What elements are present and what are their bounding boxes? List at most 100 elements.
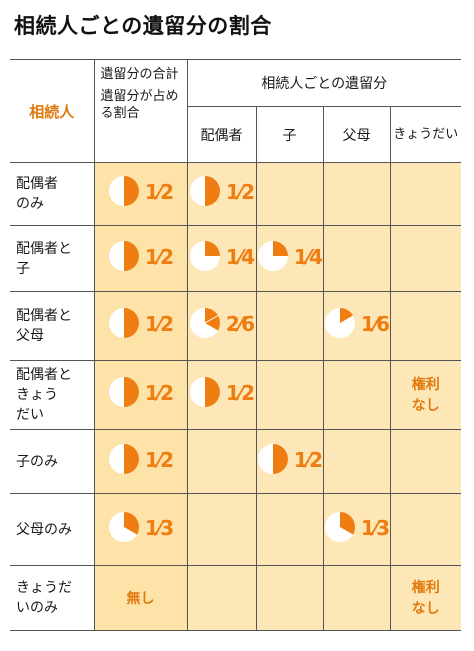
pie-chart-icon <box>324 511 355 542</box>
fraction-label: 1⁄3 <box>144 515 174 540</box>
fraction-label: 1⁄2 <box>144 244 174 269</box>
cell-child <box>256 291 324 361</box>
cell-parents <box>323 162 391 226</box>
fraction-label: 1⁄2 <box>225 180 255 204</box>
cell-child <box>256 565 324 631</box>
pie-chart-icon <box>257 443 288 474</box>
cell-child <box>256 162 324 226</box>
cell-siblings <box>390 429 461 494</box>
cell-child <box>256 493 324 566</box>
row-label: 配偶者と きょう だい <box>10 360 95 430</box>
cell-siblings <box>390 291 461 361</box>
header-siblings: きょうだい <box>390 106 461 163</box>
fraction-pie: 1⁄3 <box>324 511 390 545</box>
pie-chart-icon <box>108 240 139 271</box>
page-title: 相続人ごとの遺留分の割合 <box>14 14 272 38</box>
cell-total: 1⁄2 <box>94 162 188 226</box>
pie-chart-icon <box>189 377 220 407</box>
cell-siblings <box>390 493 461 566</box>
pie-chart-icon <box>108 511 139 542</box>
header-total: 遺留分の合計 遺留分が占める割合 <box>94 59 188 163</box>
fraction-label: 1⁄4 <box>225 244 255 269</box>
cell-parents <box>323 225 391 292</box>
table-row: 父母のみ 1⁄3 1⁄3 <box>10 493 461 566</box>
row-label: きょうだ いのみ <box>10 565 95 631</box>
cell-spouse <box>187 565 257 631</box>
header-total-line1: 遺留分の合計 <box>100 67 179 82</box>
table-body: 配偶者 のみ 1⁄2 1⁄2 配偶者と子 1⁄2 1⁄4 1⁄4 配偶者と 父母 1⁄2 2⁄6 1⁄6… <box>10 162 461 631</box>
cell-child <box>256 360 324 430</box>
cell-spouse: 2⁄6 <box>187 291 257 361</box>
cell-siblings <box>390 162 461 226</box>
fraction-label: 1⁄6 <box>360 312 390 336</box>
table-row: 配偶者 のみ 1⁄2 1⁄2 <box>10 162 461 226</box>
cell-total: 1⁄2 <box>94 360 188 430</box>
row-label: 父母のみ <box>10 493 95 566</box>
fraction-label: 1⁄2 <box>144 312 174 336</box>
table-row: 配偶者と きょう だい 1⁄2 1⁄2 権利 なし <box>10 360 461 430</box>
cell-total: 1⁄2 <box>94 429 188 494</box>
fraction-label: 1⁄2 <box>293 447 323 472</box>
cell-parents: 1⁄3 <box>323 493 391 566</box>
cell-spouse: 1⁄2 <box>187 162 257 226</box>
pie-chart-icon <box>189 240 220 271</box>
cell-child: 1⁄2 <box>256 429 324 494</box>
fraction-pie: 1⁄6 <box>324 307 390 341</box>
fraction-label: 1⁄2 <box>225 381 255 405</box>
cell-spouse <box>187 429 257 494</box>
header-heir: 相続人 <box>10 59 95 163</box>
fraction-pie: 1⁄2 <box>257 443 323 477</box>
fraction-pie: 2⁄6 <box>189 307 255 341</box>
fraction-label: 1⁄2 <box>144 180 174 204</box>
header-child: 子 <box>256 106 324 163</box>
pie-chart-icon <box>108 377 139 407</box>
fraction-label: 1⁄3 <box>360 515 390 540</box>
fraction-pie: 1⁄3 <box>108 511 174 545</box>
row-label: 配偶者と 父母 <box>10 291 95 361</box>
fraction-pie: 1⁄2 <box>189 175 255 209</box>
fraction-pie: 1⁄2 <box>108 376 174 410</box>
fraction-label: 1⁄4 <box>293 244 323 269</box>
pie-chart-icon <box>108 176 139 206</box>
fraction-pie: 1⁄2 <box>108 307 174 341</box>
header-spouse: 配偶者 <box>187 106 257 163</box>
cell-total: 1⁄2 <box>94 291 188 361</box>
header-total-line2: 遺留分が占める割合 <box>100 89 179 121</box>
cell-child: 1⁄4 <box>256 225 324 292</box>
fraction-label: 2⁄6 <box>225 312 255 336</box>
note-text: 無し <box>126 590 155 607</box>
row-label: 配偶者と子 <box>10 225 95 292</box>
cell-total: 1⁄2 <box>94 225 188 292</box>
note-text: 権利 なし <box>411 377 440 414</box>
cell-total: 1⁄3 <box>94 493 188 566</box>
row-label: 子のみ <box>10 429 95 494</box>
cell-parents <box>323 565 391 631</box>
header-parents: 父母 <box>323 106 391 163</box>
header-group: 相続人ごとの遺留分 <box>187 59 461 107</box>
fraction-pie: 1⁄2 <box>189 376 255 410</box>
cell-siblings: 権利 なし <box>390 360 461 430</box>
pie-chart-icon <box>324 308 355 338</box>
cell-parents: 1⁄6 <box>323 291 391 361</box>
row-label: 配偶者 のみ <box>10 162 95 226</box>
fraction-pie: 1⁄2 <box>108 175 174 209</box>
cell-spouse <box>187 493 257 566</box>
fraction-label: 1⁄2 <box>144 381 174 405</box>
pie-chart-icon <box>108 308 139 338</box>
table-row: きょうだ いのみ 無し 権利 なし <box>10 565 461 631</box>
cell-total: 無し <box>94 565 188 631</box>
table-row: 配偶者と子 1⁄2 1⁄4 1⁄4 <box>10 225 461 292</box>
note-text: 権利 なし <box>411 580 440 617</box>
fraction-pie: 1⁄4 <box>257 240 323 274</box>
pie-chart-icon <box>189 176 220 206</box>
pie-chart-icon <box>108 443 139 474</box>
fraction-pie: 1⁄2 <box>108 443 174 477</box>
fraction-label: 1⁄2 <box>144 447 174 472</box>
table-row: 子のみ 1⁄2 1⁄2 <box>10 429 461 494</box>
cell-spouse: 1⁄2 <box>187 360 257 430</box>
cell-siblings: 権利 なし <box>390 565 461 631</box>
pie-chart-icon <box>257 240 288 271</box>
fraction-pie: 1⁄2 <box>108 240 174 274</box>
fraction-pie: 1⁄4 <box>189 240 255 274</box>
cell-parents <box>323 360 391 430</box>
